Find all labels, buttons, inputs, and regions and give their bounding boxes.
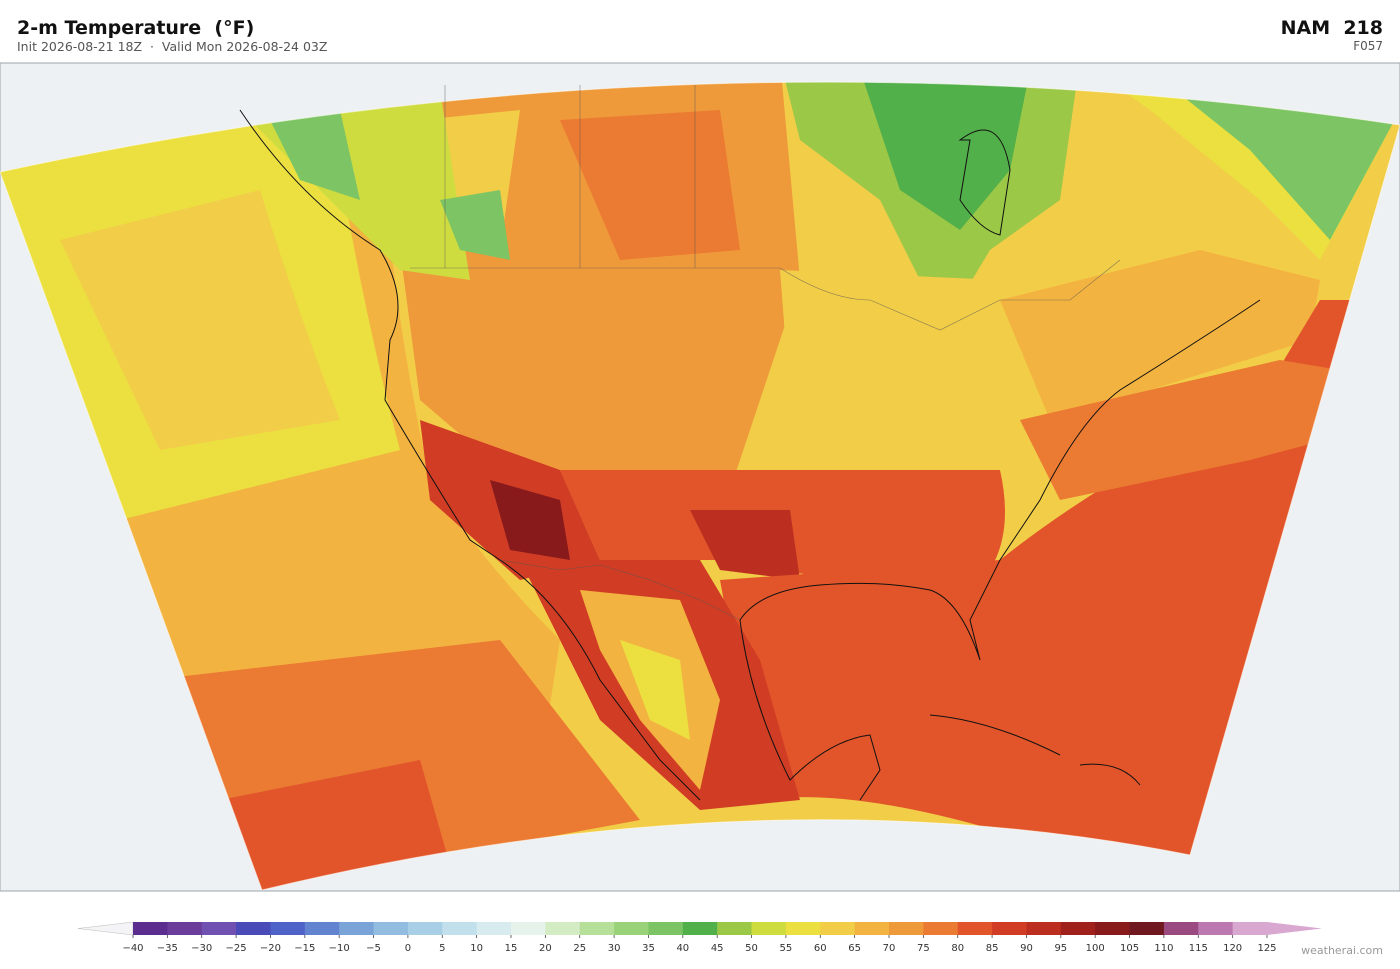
color-bin <box>1095 922 1131 935</box>
color-bin <box>751 922 787 935</box>
color-bin <box>957 922 993 935</box>
color-bin <box>236 922 271 935</box>
tick-label: 95 <box>1054 943 1067 954</box>
tick-label: 0 <box>405 943 411 954</box>
color-bin <box>854 922 890 935</box>
color-bin <box>476 922 512 935</box>
tick-label: 25 <box>573 943 586 954</box>
tick-label: −35 <box>157 943 178 954</box>
tick-label: 60 <box>814 943 827 954</box>
color-bin <box>648 922 684 935</box>
tick-label: 5 <box>439 943 445 954</box>
coastlines <box>239 109 1261 801</box>
color-bin <box>407 922 443 935</box>
color-bin <box>579 922 615 935</box>
tick-label: 75 <box>917 943 930 954</box>
color-bin <box>545 922 581 935</box>
color-bin <box>785 922 821 935</box>
color-bin <box>1129 922 1165 935</box>
borders <box>410 85 1121 621</box>
color-bin <box>1026 922 1062 935</box>
tick-label: −5 <box>366 943 381 954</box>
tick-label: 35 <box>642 943 655 954</box>
tick-label: 40 <box>676 943 689 954</box>
color-bin <box>373 922 409 935</box>
color-bin <box>1163 922 1199 935</box>
colorbar-under <box>77 921 134 936</box>
color-bin <box>339 922 375 935</box>
tick-label: 45 <box>711 943 724 954</box>
color-bin <box>133 922 168 935</box>
tick-label: 100 <box>1086 943 1105 954</box>
map <box>0 62 1400 892</box>
tick-label: −25 <box>226 943 247 954</box>
colorbar: −40 −35 −30 −25 −20 −15 −10 −5 0 5 10 15 20 25 30 35 40 4… <box>77 921 1322 954</box>
tick-label: 20 <box>539 943 552 954</box>
color-bin <box>717 922 753 935</box>
tick-label: 115 <box>1189 943 1208 954</box>
tick-label: 105 <box>1120 943 1139 954</box>
color-bin <box>923 922 959 935</box>
tick-label: 50 <box>745 943 758 954</box>
watermark: weatherai.com <box>1301 944 1383 957</box>
color-bin <box>1232 922 1268 935</box>
tick-label: −30 <box>191 943 212 954</box>
tick-label: 70 <box>883 943 896 954</box>
tick-label: 10 <box>470 943 483 954</box>
tick-label: 15 <box>505 943 518 954</box>
tick-label: 125 <box>1257 943 1276 954</box>
color-bin <box>270 922 306 935</box>
tick-label: 65 <box>848 943 861 954</box>
color-bin <box>167 922 203 935</box>
subtitle: Init 2026-08-21 18Z · Valid Mon 2026-08-… <box>17 39 327 54</box>
tick-label: −10 <box>329 943 350 954</box>
tick-label: −20 <box>260 943 281 954</box>
color-bin <box>201 922 237 935</box>
colorbar-over <box>1267 922 1322 935</box>
tick-label: 110 <box>1154 943 1173 954</box>
tick-label: 30 <box>608 943 621 954</box>
tick-label: 85 <box>986 943 999 954</box>
forecast-hour: F057 <box>1353 39 1383 53</box>
color-bin <box>992 922 1027 935</box>
color-bin <box>614 922 649 935</box>
tick-label: 90 <box>1020 943 1033 954</box>
tick-label: 120 <box>1223 943 1242 954</box>
color-bin <box>1060 922 1096 935</box>
color-bin <box>1198 922 1234 935</box>
title: 2-m Temperature (°F) <box>17 17 254 39</box>
temperature-field <box>0 82 1400 890</box>
tick-label: −15 <box>294 943 315 954</box>
color-bin <box>511 922 546 935</box>
color-bin <box>820 922 856 935</box>
tick-label: −40 <box>122 943 143 954</box>
color-bin <box>682 922 718 935</box>
model-name: NAM 218 <box>1281 17 1383 39</box>
color-bin <box>889 922 924 935</box>
color-bin <box>304 922 340 935</box>
color-bin <box>442 922 478 935</box>
tick-label: 80 <box>951 943 964 954</box>
tick-label: 55 <box>780 943 793 954</box>
